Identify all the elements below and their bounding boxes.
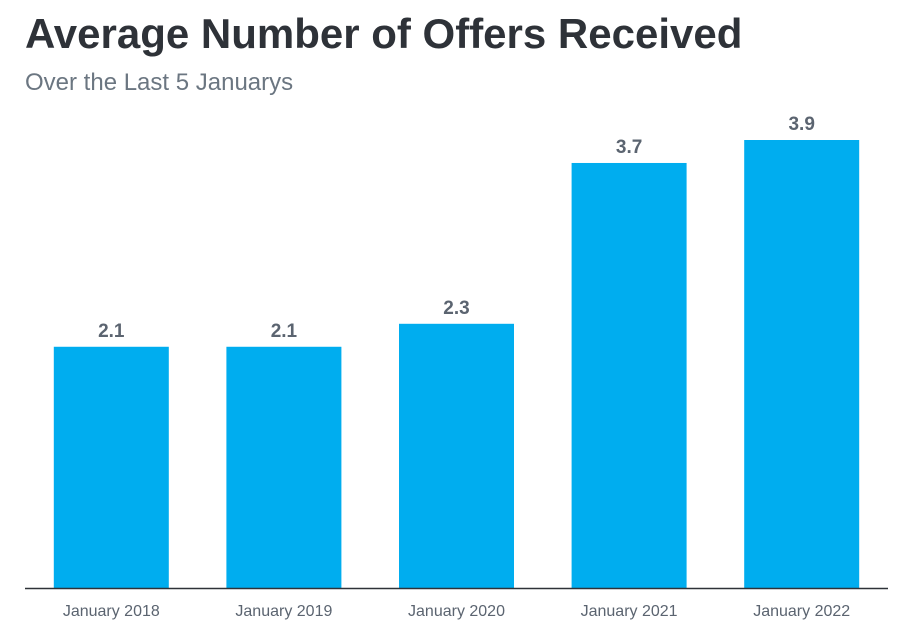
bar-value-label: 2.1 bbox=[271, 321, 298, 342]
x-tick-label: January 2020 bbox=[408, 603, 505, 620]
value-labels-layer: 2.1 2.1 2.3 3.7 3.9 bbox=[98, 114, 815, 342]
x-axis-tick-labels: January 2018 January 2019 January 2020 Janu… bbox=[63, 603, 850, 620]
bar-value-label: 3.9 bbox=[788, 114, 814, 135]
bar-2 bbox=[226, 346, 342, 588]
bar-1 bbox=[53, 346, 169, 588]
bar-5 bbox=[744, 140, 860, 588]
chart-title: Average Number of Offers Received bbox=[25, 10, 743, 57]
bar-4 bbox=[571, 162, 687, 588]
x-tick-label: January 2022 bbox=[753, 603, 850, 620]
bar-value-label: 3.7 bbox=[616, 137, 642, 158]
bar-3 bbox=[399, 323, 514, 588]
x-tick-label: January 2021 bbox=[581, 603, 678, 620]
x-tick-label: January 2018 bbox=[63, 603, 160, 620]
bars-layer bbox=[53, 140, 860, 588]
bar-value-label: 2.1 bbox=[98, 321, 125, 342]
bar-value-label: 2.3 bbox=[443, 298, 469, 319]
chart-subtitle: Over the Last 5 Januarys bbox=[25, 69, 294, 96]
x-tick-label: January 2019 bbox=[235, 603, 332, 620]
